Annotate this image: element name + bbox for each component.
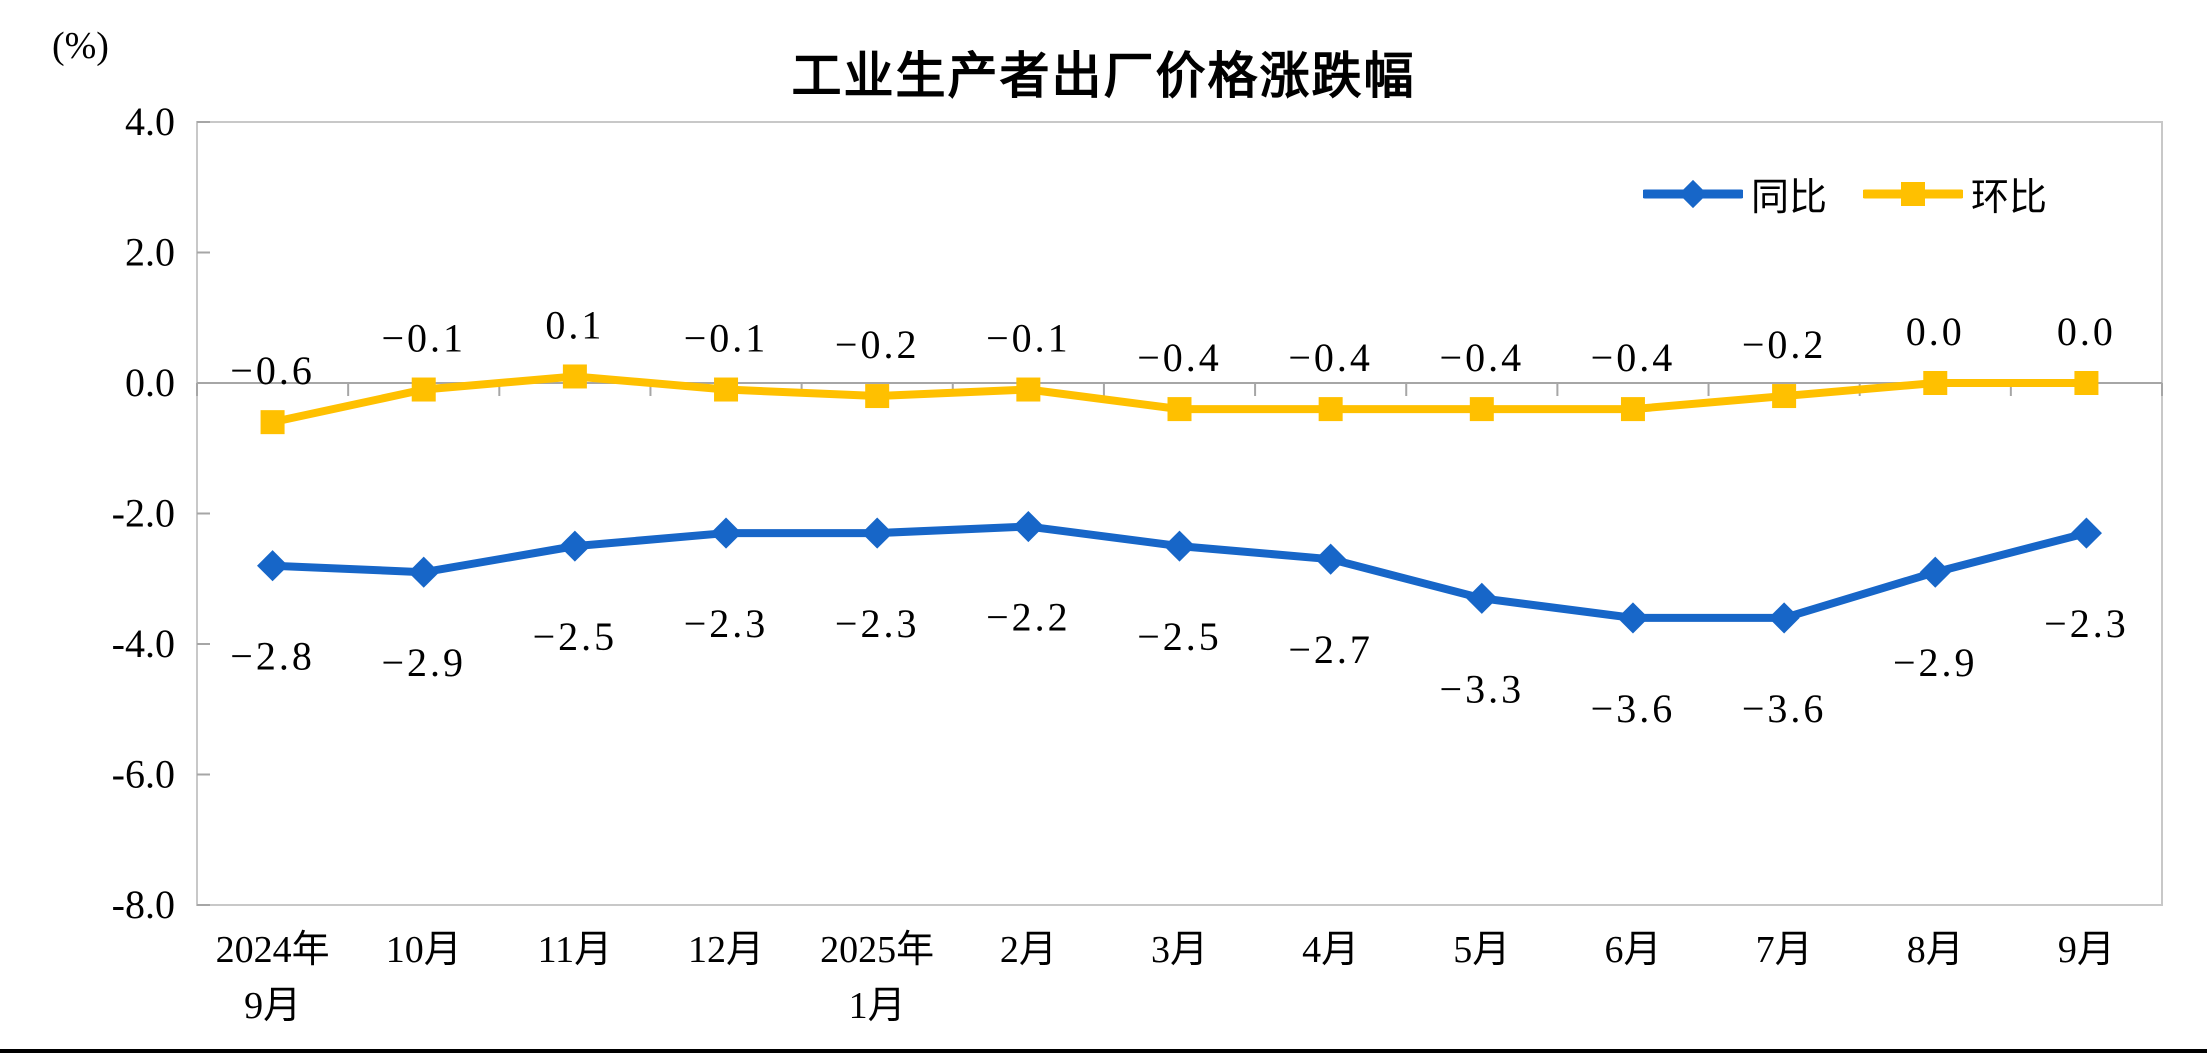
data-point-marker (865, 384, 890, 409)
page-divider (0, 1049, 2207, 1053)
y-axis-tick-label: 4.0 (125, 99, 175, 144)
data-label: −0.6 (230, 348, 315, 393)
x-axis-label-line2: 9月 (244, 985, 301, 1027)
data-label: −0.4 (1440, 335, 1525, 380)
data-label: −3.6 (1742, 686, 1827, 731)
data-point-marker (411, 377, 436, 402)
data-point-marker (2074, 371, 2099, 395)
data-label: −0.2 (1742, 322, 1827, 367)
data-point-marker (714, 377, 739, 402)
y-axis-tick-label: -8.0 (112, 882, 175, 927)
data-point-marker (1469, 397, 1494, 422)
plot-border (196, 121, 2163, 906)
y-axis-tick-label: 0.0 (125, 360, 175, 405)
data-point-marker (1923, 371, 1948, 395)
data-point-marker (257, 550, 289, 582)
x-axis-label: 10月 (386, 929, 462, 971)
data-point-marker (1617, 602, 1649, 634)
square-marker-icon (1901, 181, 1926, 206)
data-point-marker (559, 530, 591, 562)
legend: 同比 环比 (1643, 166, 2047, 221)
data-point-marker (408, 556, 440, 588)
x-axis-label: 2024年 (216, 929, 330, 971)
data-point-marker (1012, 510, 1044, 543)
x-axis-label: 9月 (2058, 929, 2115, 971)
data-point-marker (861, 517, 893, 549)
x-axis-label: 2月 (1000, 929, 1057, 971)
data-point-marker (562, 364, 587, 389)
y-axis-tick-label: 2.0 (125, 230, 175, 275)
data-point-marker (1768, 602, 1800, 634)
data-point-marker (1620, 397, 1645, 422)
tongbi-line-swatch (1643, 179, 1743, 208)
data-label: 0.0 (2057, 309, 2116, 354)
x-axis-label-line2: 1月 (849, 985, 906, 1027)
x-axis-label: 7月 (1756, 929, 1813, 971)
data-label: −2.5 (533, 614, 618, 659)
x-axis-label: 3月 (1151, 929, 1208, 971)
x-axis-label: 8月 (1907, 929, 1964, 971)
data-label: −3.3 (1440, 666, 1525, 711)
y-axis-tick-label: -6.0 (112, 752, 175, 797)
x-axis-label: 12月 (688, 929, 764, 971)
data-point-marker (1016, 377, 1041, 402)
data-label: −2.8 (230, 634, 315, 679)
data-point-marker (1919, 556, 1951, 588)
diamond-marker-icon (1678, 179, 1708, 208)
huanbi-line-swatch (1863, 181, 1964, 206)
data-label: −2.9 (381, 640, 466, 685)
data-point-marker (1772, 384, 1797, 409)
y-axis-unit-label: (%) (52, 25, 109, 67)
data-label: −2.2 (986, 595, 1071, 640)
data-label: 0.1 (545, 302, 604, 347)
data-label: −2.7 (1288, 627, 1373, 672)
data-point-marker (1167, 397, 1192, 422)
legend-item-huanbi[interactable]: 环比 (1863, 166, 2047, 221)
legend-item-tongbi[interactable]: 同比 (1643, 166, 1827, 221)
y-axis-tick-label: -4.0 (112, 621, 175, 666)
data-point-marker (1318, 397, 1343, 422)
data-point-marker (2070, 517, 2102, 549)
chart-title: 工业生产者出厂价格涨跌幅 (791, 48, 1416, 104)
data-label: −3.6 (1591, 686, 1676, 731)
data-label: −2.3 (835, 601, 920, 646)
data-label: −0.4 (1137, 335, 1222, 380)
data-label: −0.1 (986, 316, 1071, 361)
data-label: −2.3 (684, 601, 769, 646)
data-point-marker (710, 517, 742, 549)
data-label: −2.9 (1893, 640, 1978, 685)
data-label: −2.5 (1137, 614, 1222, 659)
y-axis-tick-label: -2.0 (112, 491, 175, 536)
data-point-marker (1315, 543, 1347, 575)
data-point-marker (260, 410, 285, 435)
x-axis-label: 2025年 (820, 929, 934, 971)
data-label: −2.3 (2044, 601, 2129, 646)
x-axis-label: 5月 (1453, 929, 1510, 971)
legend-label-huanbi: 环比 (1971, 177, 2048, 219)
data-point-marker (1466, 582, 1498, 614)
x-axis-label: 6月 (1604, 929, 1661, 971)
data-point-marker (1163, 530, 1196, 562)
data-label: −0.2 (835, 322, 920, 367)
data-label: −0.1 (381, 316, 466, 361)
x-axis-label: 4月 (1302, 929, 1359, 971)
data-label: −0.4 (1288, 335, 1373, 380)
x-axis-label: 11月 (538, 929, 613, 971)
data-label: 0.0 (1906, 309, 1965, 354)
data-label: −0.1 (684, 316, 769, 361)
data-label: −0.4 (1591, 335, 1676, 380)
legend-label-tongbi: 同比 (1751, 177, 1828, 219)
